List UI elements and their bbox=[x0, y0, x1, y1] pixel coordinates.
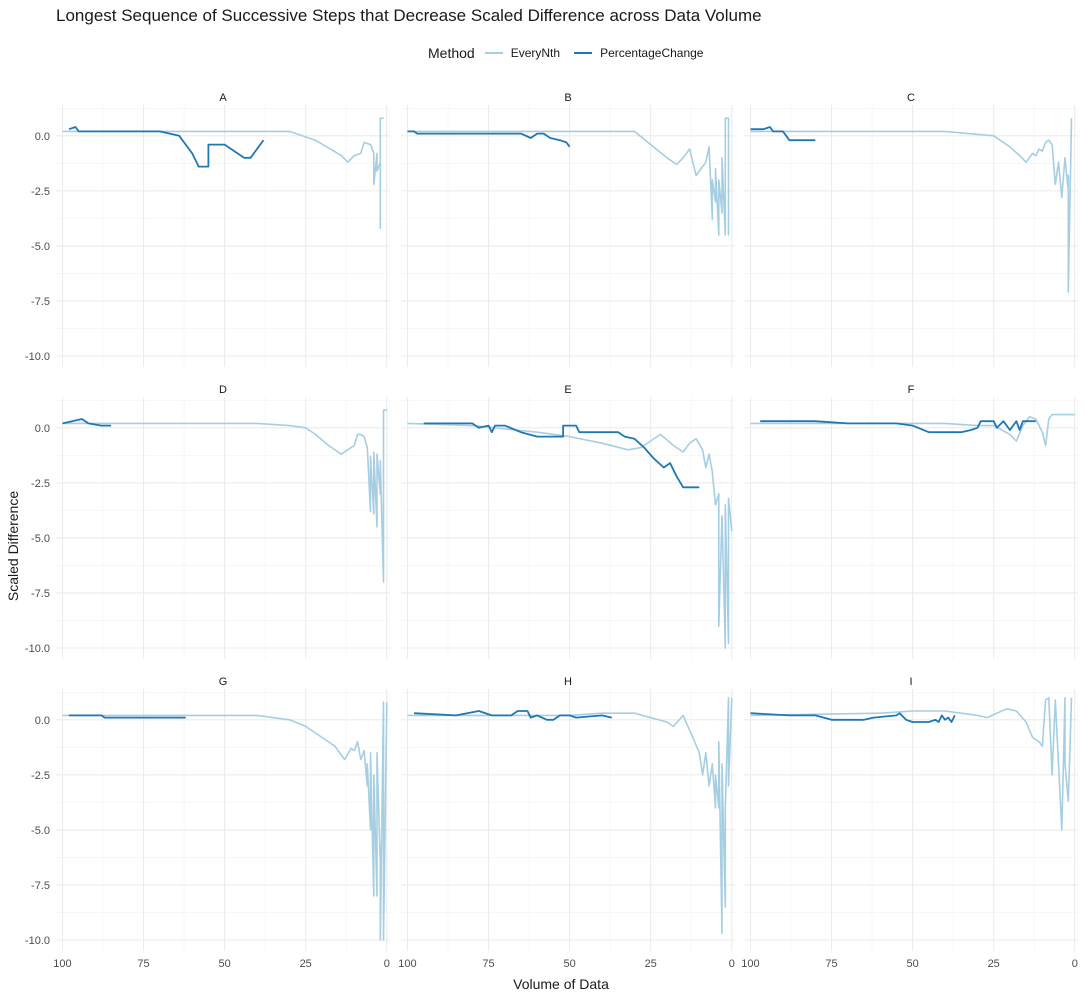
x-tick-label: 50 bbox=[218, 958, 230, 970]
panel-label: B bbox=[564, 92, 571, 104]
x-tick-label: 75 bbox=[482, 958, 494, 970]
x-tick-label: 50 bbox=[563, 958, 575, 970]
x-tick-label: 100 bbox=[398, 958, 416, 970]
y-tick-label: -5.0 bbox=[31, 825, 50, 837]
legend-item-everynth: EveryNth bbox=[484, 46, 561, 60]
panel-a: A 0.0 -2.5 -5.0 -7.5 -10.0 bbox=[25, 92, 390, 367]
series-line-everynth bbox=[62, 409, 387, 583]
series-line-everynth bbox=[750, 118, 1073, 293]
legend-title: Method bbox=[428, 45, 475, 61]
x-tick-label: 75 bbox=[825, 958, 837, 970]
series-line-everynth bbox=[62, 701, 388, 941]
x-tick-label: 100 bbox=[53, 958, 71, 970]
x-tick-label: 100 bbox=[741, 958, 759, 970]
series-line-everynth bbox=[750, 413, 1075, 447]
y-axis-label: Scaled Difference bbox=[5, 490, 21, 602]
series-line-percentagechange bbox=[68, 126, 265, 168]
panel-label: A bbox=[219, 92, 227, 104]
panel-b: B bbox=[401, 92, 735, 367]
panel-grid bbox=[744, 397, 1078, 659]
y-tick-label: -10.0 bbox=[25, 643, 50, 655]
legend: Method EveryNth PercentageChange bbox=[428, 44, 717, 62]
panel-grid bbox=[401, 689, 735, 951]
panel-label: C bbox=[907, 92, 915, 104]
panel-f: F bbox=[744, 384, 1078, 659]
panel-d: D 0.0 -2.5 -5.0 -7.5 -10.0 bbox=[25, 384, 390, 659]
legend-label-everynth: EveryNth bbox=[510, 46, 561, 60]
x-tick-label: 25 bbox=[988, 958, 1000, 970]
panel-label: G bbox=[219, 676, 228, 688]
series-line-everynth bbox=[407, 422, 733, 649]
x-axis-label: Volume of Data bbox=[513, 976, 609, 992]
chart-title: Longest Sequence of Successive Steps tha… bbox=[56, 6, 762, 25]
panel-label: H bbox=[564, 676, 572, 688]
series-line-percentagechange bbox=[760, 420, 1036, 434]
legend-label-percentagechange: PercentageChange bbox=[600, 46, 704, 60]
y-tick-label: 0.0 bbox=[35, 715, 50, 727]
series-line-everynth bbox=[62, 117, 384, 230]
series-line-percentagechange bbox=[407, 130, 571, 148]
y-tick-label: -5.0 bbox=[31, 241, 50, 253]
series-line-everynth bbox=[407, 117, 730, 236]
panel-c: C bbox=[744, 92, 1078, 367]
series-line-percentagechange bbox=[750, 712, 956, 723]
series-line-everynth bbox=[407, 697, 733, 935]
y-tick-label: 0.0 bbox=[35, 423, 50, 435]
legend-item-percentagechange: PercentageChange bbox=[574, 46, 703, 60]
panel-e: E bbox=[401, 384, 735, 659]
x-tick-label: 75 bbox=[137, 958, 149, 970]
y-tick-label: -2.5 bbox=[31, 770, 50, 782]
panel-grid bbox=[744, 689, 1078, 951]
x-tick-label: 25 bbox=[300, 958, 312, 970]
panel-label: D bbox=[219, 384, 227, 396]
series-line-percentagechange bbox=[423, 422, 700, 489]
panel-grid bbox=[401, 397, 735, 659]
panel-grid bbox=[56, 397, 390, 659]
x-tick-label: 0 bbox=[384, 958, 390, 970]
legend-swatch-everynth bbox=[484, 52, 503, 54]
y-tick-label: -7.5 bbox=[31, 296, 50, 308]
y-tick-label: -10.0 bbox=[25, 935, 50, 947]
panel-label: F bbox=[908, 384, 915, 396]
x-tick-label: 25 bbox=[645, 958, 657, 970]
y-tick-label: -7.5 bbox=[31, 880, 50, 892]
panel-label: E bbox=[564, 384, 571, 396]
series-line-percentagechange bbox=[69, 714, 186, 719]
panel-h: H 100 75 50 25 0 bbox=[398, 676, 735, 970]
legend-swatch-percentagechange bbox=[574, 52, 593, 54]
panel-grid bbox=[56, 689, 390, 951]
y-tick-label: -2.5 bbox=[31, 478, 50, 490]
y-tick-label: -2.5 bbox=[31, 186, 50, 198]
panel-label: I bbox=[909, 676, 912, 688]
x-tick-label: 0 bbox=[1072, 958, 1078, 970]
y-tick-label: 0.0 bbox=[35, 131, 50, 143]
panel-grid bbox=[744, 105, 1078, 367]
series-line-percentagechange bbox=[750, 126, 816, 142]
series-line-everynth bbox=[750, 697, 1073, 831]
y-tick-label: -10.0 bbox=[25, 351, 50, 363]
panel-i: I 100 75 50 25 0 bbox=[741, 676, 1078, 970]
x-tick-label: 50 bbox=[906, 958, 918, 970]
series-line-percentagechange bbox=[413, 710, 612, 721]
x-tick-label: 0 bbox=[729, 958, 735, 970]
y-tick-label: -7.5 bbox=[31, 588, 50, 600]
y-tick-label: -5.0 bbox=[31, 533, 50, 545]
series-line-percentagechange bbox=[62, 418, 112, 427]
panel-grid bbox=[56, 105, 390, 367]
panel-grid bbox=[401, 105, 735, 367]
